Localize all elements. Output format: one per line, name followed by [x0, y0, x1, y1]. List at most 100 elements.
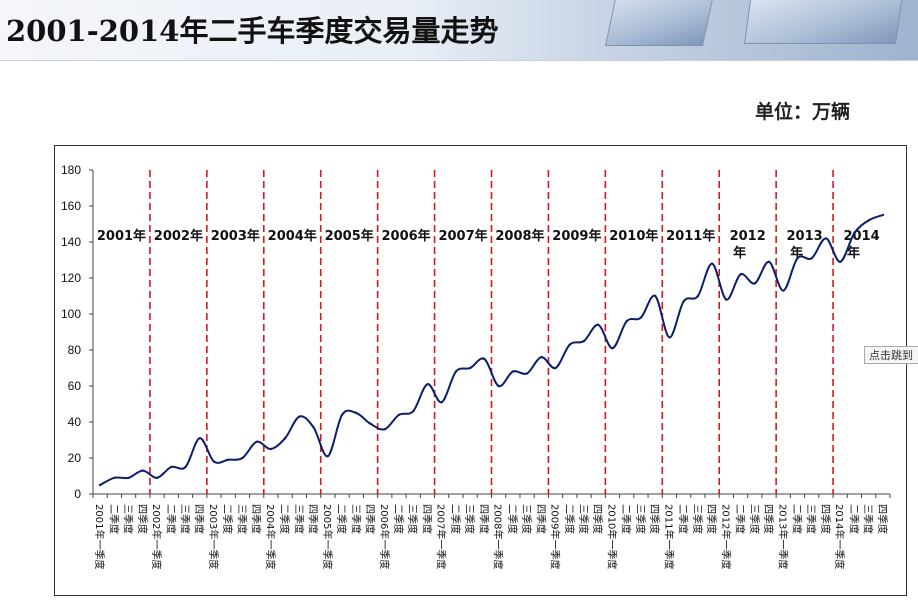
- x-tick-label: 四季度: [421, 504, 434, 534]
- x-tick-label: 四季度: [136, 504, 149, 534]
- x-tick-label: 二季度: [847, 504, 860, 534]
- year-label: 2012 年: [730, 229, 766, 261]
- x-tick-label: 四季度: [591, 504, 604, 534]
- data-point: [141, 469, 144, 472]
- data-point: [227, 458, 230, 461]
- title-banner: 2001-2014年二手车季度交易量走势: [0, 0, 918, 61]
- data-point: [881, 213, 885, 217]
- data-point: [483, 357, 486, 361]
- x-tick-label: 二季度: [221, 504, 234, 534]
- data-point: [326, 455, 329, 458]
- data-point: [867, 219, 870, 222]
- y-tick-label: 40: [68, 415, 82, 429]
- x-tick-label: 2009年一季度: [549, 504, 562, 569]
- data-point: [212, 460, 216, 463]
- x-tick-label: 2003年一季度: [207, 504, 220, 569]
- data-point: [782, 289, 785, 292]
- data-point: [454, 370, 458, 373]
- y-tick-label: 60: [68, 379, 82, 393]
- x-tick-label: 二季度: [791, 504, 804, 534]
- data-point: [184, 465, 187, 469]
- x-tick-label: 三季度: [577, 504, 590, 534]
- x-tick-label: 四季度: [762, 504, 775, 534]
- year-label: 2007年: [438, 228, 487, 244]
- x-tick-label: 三季度: [235, 504, 248, 534]
- data-point: [98, 483, 102, 487]
- x-tick-label: 2006年一季度: [378, 504, 391, 569]
- data-point: [255, 440, 258, 443]
- year-label: 2004年: [268, 228, 317, 244]
- y-tick-label: 140: [61, 235, 81, 249]
- x-tick-label: 三季度: [691, 504, 704, 534]
- x-tick-label: 二季度: [563, 504, 576, 534]
- data-point: [654, 294, 657, 298]
- x-tick-label: 三季度: [406, 504, 419, 534]
- year-label: 2005年: [325, 228, 374, 244]
- x-tick-label: 三季度: [862, 504, 875, 534]
- x-tick-label: 2002年一季度: [150, 504, 163, 569]
- x-tick-label: 三季度: [179, 504, 192, 534]
- y-tick-label: 20: [68, 451, 82, 465]
- data-point: [540, 356, 543, 359]
- x-tick-label: 三季度: [122, 504, 135, 534]
- x-tick-label: 二季度: [677, 504, 690, 534]
- x-tick-label: 四季度: [307, 504, 320, 534]
- data-point: [853, 231, 856, 235]
- year-label: 2006年: [382, 228, 431, 244]
- x-tick-label: 二季度: [392, 504, 405, 534]
- data-point: [127, 476, 130, 479]
- x-tick-label: 二季度: [107, 504, 120, 534]
- x-tick-label: 四季度: [705, 504, 718, 534]
- page-title: 2001-2014年二手车季度交易量走势: [6, 14, 499, 48]
- data-point: [668, 336, 671, 339]
- x-tick-label: 三季度: [634, 504, 647, 534]
- x-tick-label: 三季度: [463, 504, 476, 534]
- year-label: 2011年: [666, 228, 715, 244]
- year-label: 2014 年: [843, 229, 879, 261]
- x-tick-label: 2013年一季度: [776, 504, 789, 569]
- data-point: [554, 366, 557, 370]
- year-label: 2009年: [552, 228, 601, 244]
- x-tick-label: 三季度: [805, 504, 818, 534]
- data-point: [824, 237, 828, 240]
- data-point: [525, 372, 529, 375]
- data-point: [611, 347, 614, 350]
- x-tick-label: 2012年一季度: [719, 504, 732, 569]
- x-tick-label: 二季度: [449, 504, 462, 534]
- data-point: [283, 437, 287, 440]
- x-tick-label: 四季度: [819, 504, 832, 534]
- x-tick-label: 二季度: [506, 504, 519, 534]
- data-point: [113, 476, 116, 479]
- x-tick-label: 二季度: [335, 504, 348, 534]
- data-point: [355, 411, 358, 415]
- jump-tooltip[interactable]: 点击跳到: [864, 346, 918, 364]
- year-label: 2008年: [495, 228, 544, 244]
- x-tick-label: 三季度: [292, 504, 305, 534]
- y-tick-label: 180: [61, 163, 81, 177]
- data-point: [298, 415, 301, 418]
- data-point: [796, 257, 799, 260]
- year-label: 2003年: [211, 228, 260, 244]
- data-point: [412, 410, 415, 413]
- data-point: [639, 316, 643, 319]
- x-tick-label: 四季度: [876, 504, 889, 534]
- x-tick-label: 四季度: [250, 504, 263, 534]
- x-tick-label: 四季度: [364, 504, 377, 534]
- data-point: [469, 366, 472, 370]
- x-tick-label: 四季度: [477, 504, 490, 534]
- data-point: [568, 343, 571, 346]
- x-tick-label: 2004年一季度: [264, 504, 277, 569]
- y-tick-label: 0: [74, 487, 81, 501]
- x-tick-label: 四季度: [648, 504, 661, 534]
- data-point: [269, 447, 273, 451]
- x-tick-label: 二季度: [164, 504, 177, 534]
- data-point: [767, 260, 771, 263]
- x-tick-label: 二季度: [734, 504, 747, 534]
- unit-label: 单位：万辆: [755, 101, 851, 123]
- y-tick-label: 80: [68, 343, 82, 357]
- data-point: [582, 339, 586, 343]
- data-point: [739, 273, 742, 276]
- data-point: [312, 426, 315, 429]
- y-tick-label: 100: [61, 307, 81, 321]
